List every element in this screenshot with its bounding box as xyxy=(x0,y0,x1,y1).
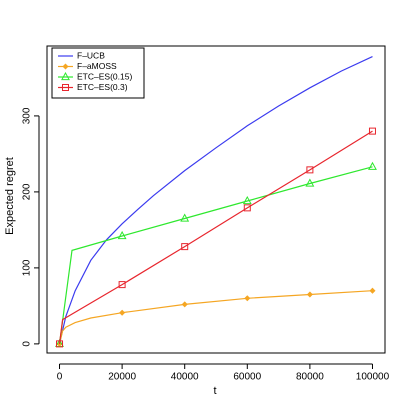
series-line xyxy=(58,130,373,344)
square-marker xyxy=(62,84,69,91)
triangle-marker xyxy=(117,230,127,240)
series-line xyxy=(58,56,373,345)
diamond-marker xyxy=(181,301,188,308)
legend-label: ETC–ES(0.3) xyxy=(77,82,128,92)
y-axis: 0 100 200 300 xyxy=(22,107,40,347)
diamond-marker xyxy=(244,295,251,302)
square-marker xyxy=(368,127,376,135)
diamond-marker xyxy=(119,309,126,316)
y-axis-label: Expected regret xyxy=(4,157,16,235)
triangle-marker xyxy=(305,178,315,187)
y-tick-label: 300 xyxy=(22,107,33,124)
x-tick-label: 40000 xyxy=(171,372,199,383)
plot-frame xyxy=(46,45,386,354)
y-tick-label: 100 xyxy=(22,259,33,276)
x-tick-label: 100000 xyxy=(356,372,390,383)
plot-area xyxy=(46,45,386,354)
diamond-marker xyxy=(369,287,376,294)
diamond-marker xyxy=(62,63,69,70)
square-marker xyxy=(181,243,189,251)
x-tick-label: 60000 xyxy=(233,372,261,383)
series-layer xyxy=(55,56,377,348)
triangle-marker xyxy=(368,161,377,170)
triangle-marker xyxy=(242,195,252,205)
triangle-marker xyxy=(61,71,70,81)
series-line xyxy=(58,166,373,344)
x-axis: 0 20000 40000 60000 80000 100000 xyxy=(57,363,390,383)
y-tick-label: 0 xyxy=(22,341,33,347)
y-tick-label: 200 xyxy=(22,183,33,200)
x-tick-label: 80000 xyxy=(296,372,324,383)
legend-label: ETC–ES(0.15) xyxy=(77,71,132,81)
square-marker xyxy=(306,166,314,174)
legend-label: F–UCB xyxy=(77,50,105,60)
series-line xyxy=(58,290,373,345)
series-etc-es-0-3- xyxy=(56,127,376,348)
legend-label: F–aMOSS xyxy=(77,61,117,71)
square-marker xyxy=(243,204,251,212)
diamond-marker xyxy=(306,291,313,298)
x-axis-label: t xyxy=(213,385,216,397)
square-marker xyxy=(118,281,126,289)
series-f-amoss xyxy=(56,287,376,347)
series-f-ucb xyxy=(58,56,373,345)
triangle-marker xyxy=(180,213,190,222)
x-tick-label: 0 xyxy=(57,372,63,383)
series-etc-es-0-15- xyxy=(55,161,377,347)
square-marker xyxy=(56,340,64,348)
x-tick-label: 20000 xyxy=(108,372,136,383)
